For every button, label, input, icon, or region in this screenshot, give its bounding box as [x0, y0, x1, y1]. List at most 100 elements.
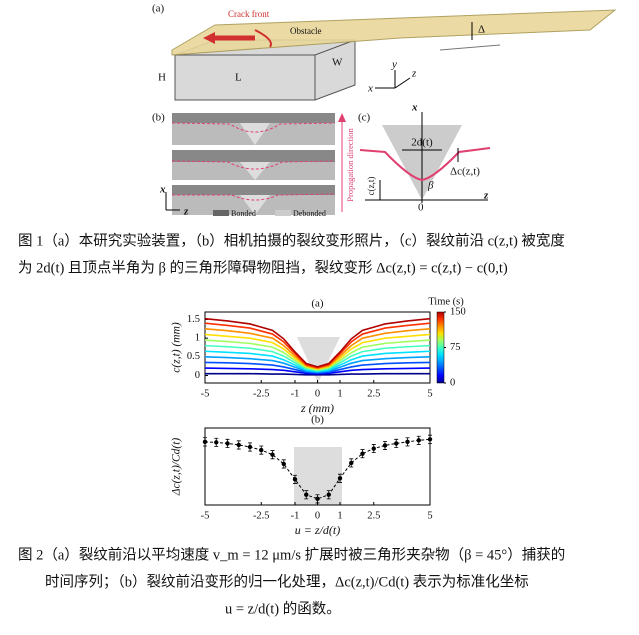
data-point — [202, 439, 208, 445]
legend-label: Bonded — [231, 209, 256, 218]
propagation-arrow-head — [338, 113, 346, 122]
obstacle-shade — [294, 447, 342, 505]
colorbar-tick-label: 75 — [450, 342, 461, 353]
caption: 图 1（a）本研究实验装置，（b）相机拍摄的裂纹变形照片，（c）裂纹前沿 c(z… — [18, 232, 565, 249]
bonded-area — [172, 185, 335, 195]
data-point — [315, 496, 320, 502]
x-tick-label: 0 — [315, 388, 320, 399]
legend-swatch — [213, 210, 229, 216]
data-point — [337, 476, 343, 481]
x-tick-label: -1 — [291, 388, 300, 399]
x-axis-label: z (mm) — [300, 401, 334, 415]
x-tick-label: 1 — [337, 510, 342, 521]
colorbar — [436, 311, 445, 384]
front — [172, 193, 336, 201]
data-point — [416, 438, 421, 443]
axis — [394, 77, 411, 89]
x-tick-label: -1 — [291, 510, 300, 521]
panel-label: (a) — [311, 298, 324, 310]
dim-label: H — [158, 72, 166, 84]
annotation: Propagation direction — [345, 128, 355, 202]
x-tick-label: 2.5 — [367, 388, 380, 399]
obstacle — [240, 162, 270, 180]
y-tick-label: 0.5 — [187, 351, 200, 362]
caption: u = z/d(t) 的函数。 — [225, 600, 341, 617]
data-point — [281, 461, 286, 467]
axis-label: z — [483, 190, 489, 202]
x-axis-label: u = z/d(t) — [295, 523, 340, 537]
obstacle — [240, 195, 270, 215]
x-tick-label: -2.5 — [253, 388, 270, 399]
axis-label: x — [367, 83, 373, 95]
x-tick-label: 2.5 — [367, 510, 380, 521]
obstacle-shade — [297, 337, 340, 383]
annotation: 2d(t) — [411, 137, 433, 149]
axis-label: x — [159, 184, 166, 196]
data-line — [205, 372, 430, 376]
data-point — [214, 440, 219, 445]
trend-line — [204, 438, 431, 500]
data-point — [236, 442, 241, 448]
bonded-area — [172, 113, 335, 123]
legend-label: Debonded — [293, 209, 326, 218]
front — [171, 122, 336, 133]
annotation: Δc(z,t) — [450, 166, 480, 178]
data-point — [371, 446, 376, 451]
y-tick-label: 0 — [195, 370, 200, 381]
colorbar-tick-label: 0 — [450, 377, 455, 388]
crack-arrow-head — [203, 32, 215, 44]
axis-label: y — [391, 59, 397, 71]
ref-line — [439, 44, 501, 51]
annotation: Obstacle — [290, 26, 322, 36]
figure1-a: (a) Crack front Obstacle Δ H L W y z x — [152, 3, 617, 101]
data-point — [360, 451, 365, 456]
x-tick-label: 0 — [315, 510, 320, 521]
x-tick-label: -5 — [201, 388, 210, 399]
bonded-area — [172, 150, 335, 162]
data-point — [405, 439, 410, 445]
panel-label: (c) — [358, 112, 371, 124]
data-point — [292, 477, 298, 482]
data-point — [382, 443, 388, 448]
y-tick-label: 1.5 — [187, 314, 200, 325]
colorbar-label: Time (s) — [428, 296, 464, 307]
figure1-c: (c) x 2d(t) Δc(z,t) c(z,t) β 0 z — [358, 102, 491, 214]
x-tick-label: -2.5 — [253, 510, 270, 521]
y-axis-label: Δc(z,t)/Cd(t) — [171, 438, 183, 497]
caption: 时间序列；（b）裂纹前沿变形的归一化处理，Δc(z,t)/Cd(t) 表示为标准… — [45, 573, 529, 590]
data-line — [204, 317, 431, 368]
data-point — [270, 452, 275, 457]
data-point — [349, 460, 354, 466]
colorbar-tick-label: 150 — [450, 306, 466, 317]
panel-label: (a) — [152, 3, 165, 15]
data-point — [225, 441, 230, 446]
front — [171, 160, 336, 170]
data-point — [326, 492, 331, 497]
annotation: 0 — [418, 202, 424, 214]
data-point — [247, 444, 253, 450]
x-tick-label: 5 — [427, 510, 432, 521]
x-tick-label: -5 — [201, 510, 210, 521]
dim-label: W — [332, 57, 343, 69]
panel-label: (b) — [152, 112, 165, 124]
caption: 为 2d(t) 且顶点半角为 β 的三角形障碍物阻挡，裂纹变形 Δc(z,t) … — [18, 258, 508, 276]
data-point — [394, 441, 399, 446]
x-tick-label: 5 — [427, 388, 432, 399]
axis-label: z — [183, 206, 189, 218]
annotation: β — [427, 180, 434, 192]
axis-label: x — [411, 102, 418, 114]
figure1-b: (b) x z Bonded Debonded Propagation dire… — [152, 112, 355, 218]
legend-swatch — [275, 210, 291, 216]
caption: 图 2（a）裂纹前沿以平均速度 v_m = 12 μm/s 扩展时被三角形夹杂物… — [18, 546, 565, 563]
data-point — [304, 492, 309, 497]
annotation: Crack front — [228, 9, 270, 19]
plate — [171, 9, 617, 56]
data-point — [259, 447, 264, 453]
y-tick-label: 1 — [195, 333, 200, 344]
panel-label: (b) — [311, 414, 324, 426]
front — [359, 147, 491, 182]
data-point — [427, 437, 433, 442]
x-tick-label: 1 — [337, 388, 342, 399]
